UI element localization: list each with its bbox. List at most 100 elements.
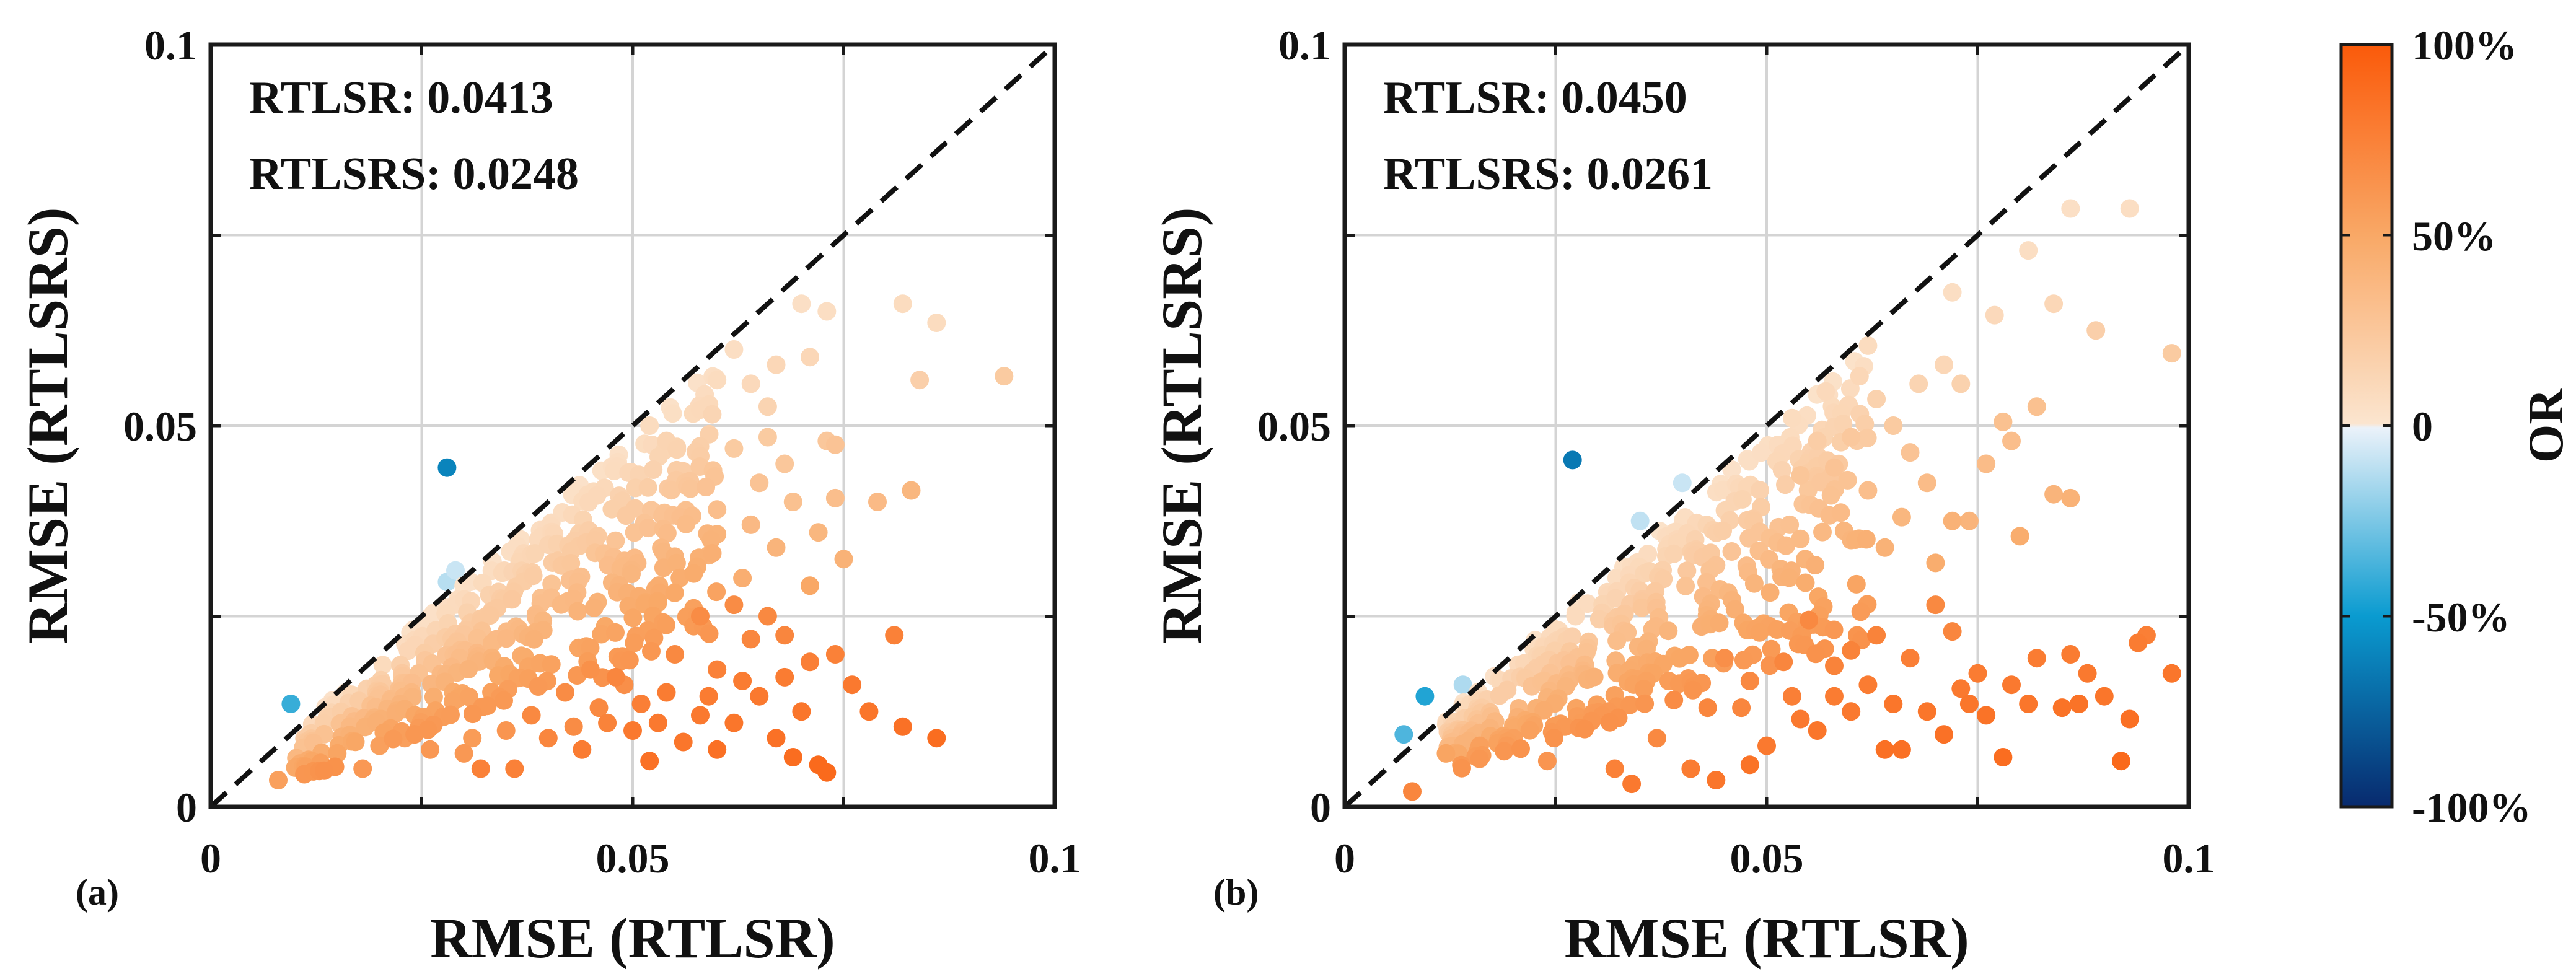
data-point: [638, 478, 657, 497]
data-point: [524, 566, 543, 586]
data-point: [1800, 610, 1819, 630]
data-point: [2044, 485, 2064, 504]
data-point: [1563, 627, 1582, 646]
data-point: [665, 583, 684, 602]
xtick-label-0: 0: [200, 835, 221, 882]
data-point: [581, 638, 600, 657]
data-point: [1935, 355, 1953, 374]
data-point: [691, 607, 710, 626]
data-point: [1520, 721, 1539, 740]
data-point: [1977, 706, 1996, 725]
data-point: [1734, 651, 1753, 670]
data-point: [446, 561, 465, 580]
data-point: [767, 729, 786, 748]
data-point: [741, 515, 760, 534]
data-point: [1647, 729, 1666, 748]
data-point: [825, 488, 845, 507]
data-point: [1511, 739, 1530, 758]
data-point: [674, 732, 693, 752]
data-point: [1634, 680, 1653, 698]
data-point: [421, 740, 440, 759]
data-point: [1751, 481, 1769, 500]
data-point: [1806, 556, 1825, 574]
data-point: [817, 302, 837, 321]
data-point: [2052, 698, 2072, 718]
data-point: [2120, 199, 2139, 218]
data-point: [1892, 507, 1911, 527]
y-axis-label-b: RMSE (RTLSRS): [1150, 208, 1213, 644]
data-point: [2061, 645, 2080, 664]
data-point: [424, 687, 443, 706]
data-point: [1762, 639, 1781, 659]
data-point: [1453, 675, 1472, 695]
data-point: [1857, 530, 1876, 549]
data-point: [1926, 595, 1945, 615]
data-point: [1842, 428, 1861, 447]
data-point: [1606, 589, 1625, 608]
data-point: [2010, 527, 2029, 546]
x-axis-label-a: RMSE (RTLSR): [430, 907, 835, 970]
data-point: [1858, 481, 1878, 500]
ticks-b: [1343, 43, 2191, 809]
data-point: [437, 458, 457, 477]
data-point: [2027, 649, 2046, 668]
data-point: [1622, 775, 1642, 794]
data-point: [724, 439, 744, 458]
data-point: [868, 493, 887, 511]
data-point: [893, 294, 912, 314]
data-point: [639, 519, 657, 538]
data-point: [1831, 503, 1850, 522]
data-point: [2019, 695, 2038, 713]
data-point: [1994, 412, 2013, 431]
data-point: [662, 481, 681, 500]
data-point: [2129, 633, 2148, 652]
colorbar-label-minus50: -50%: [2412, 594, 2510, 641]
x-axis-label-b: RMSE (RTLSR): [1564, 907, 1969, 970]
data-point: [995, 367, 1014, 386]
data-point: [1813, 522, 1832, 542]
data-point: [2027, 397, 2046, 416]
data-point: [1782, 687, 1801, 706]
data-point: [1394, 725, 1413, 744]
data-point: [703, 405, 722, 424]
data-point: [708, 500, 727, 519]
data-point: [1774, 652, 1793, 672]
data-point: [1495, 742, 1514, 761]
data-point: [269, 771, 288, 789]
stat-rtlsr-a: RTLSR: 0.0413: [249, 72, 553, 123]
data-point: [792, 294, 811, 314]
data-point: [495, 691, 513, 710]
data-point: [1892, 740, 1911, 759]
data-point: [758, 607, 777, 626]
data-point: [589, 698, 609, 718]
data-point: [783, 748, 802, 766]
data-point: [2061, 199, 2080, 218]
data-point: [1740, 672, 1759, 690]
data-point: [656, 615, 675, 634]
data-point: [1607, 631, 1627, 651]
data-point: [691, 706, 710, 725]
data-point: [885, 626, 904, 645]
data-point: [642, 641, 661, 661]
data-point: [2019, 241, 2038, 260]
data-point: [2002, 675, 2021, 695]
data-point: [592, 625, 611, 644]
data-point: [843, 675, 862, 695]
data-point: [1842, 641, 1861, 660]
data-point: [353, 759, 372, 778]
data-point: [1776, 475, 1795, 494]
data-point: [625, 633, 644, 652]
y-axis-label-a: RMSE (RTLSRS): [16, 208, 79, 644]
data-point: [640, 752, 659, 771]
data-point: [598, 713, 617, 732]
data-point: [1985, 305, 2004, 325]
ytick-label-0.05: 0.05: [123, 403, 197, 450]
data-point: [657, 683, 676, 702]
data-point: [1858, 336, 1878, 355]
data-point: [556, 683, 574, 702]
data-point: [1673, 473, 1692, 493]
data-point: [579, 493, 598, 512]
data-point: [1994, 748, 2013, 766]
data-point: [775, 667, 794, 687]
